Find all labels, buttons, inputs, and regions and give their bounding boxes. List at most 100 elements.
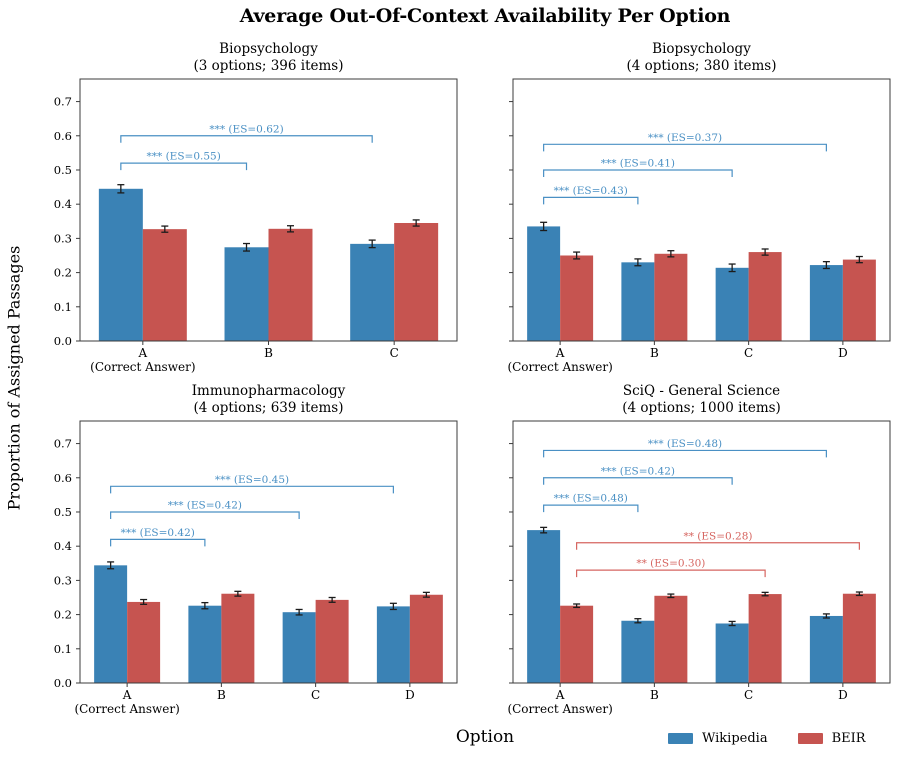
y-tick-label: 0.3	[54, 231, 72, 245]
bar-beir-C	[748, 252, 782, 341]
significance-label: *** (ES=0.55)	[147, 151, 221, 163]
x-tick-label: A	[555, 688, 565, 702]
significance-label: *** (ES=0.37)	[648, 132, 722, 144]
legend-label-wikipedia: Wikipedia	[702, 731, 768, 746]
axes-frame	[512, 420, 891, 684]
bar-wikipedia-B	[224, 247, 269, 341]
significance-bracket	[576, 569, 766, 578]
error-bar	[761, 591, 769, 597]
error-bar	[761, 248, 769, 256]
y-tick-label: 0.5	[54, 163, 72, 177]
subplot-title-line1: SciQ - General Science	[622, 383, 781, 399]
significance-bracket	[543, 196, 639, 205]
legend-item-beir: BEIR	[797, 731, 866, 746]
y-tick-label: 0.4	[54, 197, 72, 211]
subplot-title-line1: Biopsychology	[652, 41, 751, 57]
subplot-title-sciq: SciQ - General Science (4 options; 1000 …	[513, 383, 890, 416]
significance-label: *** (ES=0.48)	[554, 493, 628, 505]
significance-bracket	[110, 538, 206, 547]
y-tick-label: 0.2	[54, 608, 72, 622]
x-tick-label: D	[838, 346, 848, 360]
error-bar	[634, 258, 642, 267]
x-tick-label: C	[390, 346, 399, 360]
bar-beir-B	[654, 253, 688, 341]
error-bar	[822, 260, 830, 270]
significance-bracket	[120, 162, 248, 171]
significance-label: *** (ES=0.41)	[601, 157, 675, 169]
error-bar	[161, 225, 169, 233]
subplot-title-biopsychology-4opt: Biopsychology (4 options; 380 items)	[513, 41, 890, 74]
error-bar	[107, 561, 115, 570]
y-tick-label: 0.2	[54, 266, 72, 280]
legend-item-wikipedia: Wikipedia	[668, 731, 768, 746]
significance-bracket	[543, 504, 639, 513]
x-tick-label: C	[744, 346, 753, 360]
bar-wikipedia-D	[376, 606, 410, 683]
bar-beir-A	[142, 229, 187, 341]
bar-wikipedia-C	[282, 612, 316, 683]
legend: Wikipedia BEIR	[668, 731, 866, 746]
error-bar	[634, 618, 642, 624]
error-bar	[286, 225, 294, 233]
significance-label: *** (ES=0.48)	[648, 438, 722, 450]
correct-answer-note: (Correct Answer)	[507, 360, 612, 374]
bar-wikipedia-D	[809, 265, 843, 341]
legend-swatch-beir	[797, 733, 823, 744]
error-bar	[117, 184, 125, 194]
x-tick-label: C	[311, 688, 320, 702]
bar-beir-D	[842, 259, 876, 341]
subplot: *** (ES=0.43) *** (ES=0.41) *** (ES=0.37) A…	[507, 78, 891, 374]
bar-beir-D	[409, 594, 443, 683]
axes-frame	[512, 78, 891, 342]
bar-wikipedia-C	[715, 623, 749, 683]
subplot-title-line1: Immunopharmacology	[191, 383, 346, 399]
y-tick-label: 0.0	[54, 334, 72, 348]
bar-beir-B	[221, 593, 255, 683]
y-tick-label: 0.6	[54, 129, 72, 143]
significance-label: *** (ES=0.62)	[209, 123, 283, 135]
y-tick-label: 0.1	[54, 300, 72, 314]
subplot-title-line2: (4 options; 1000 items)	[622, 399, 781, 416]
y-tick-label: 0.7	[54, 95, 72, 109]
significance-bracket	[543, 169, 733, 177]
bar-wikipedia-A	[98, 188, 143, 341]
y-tick-label: 0.5	[54, 505, 72, 519]
error-bar	[540, 221, 548, 232]
x-tick-label: D	[405, 688, 415, 702]
subplot-title-biopsychology-3opt: Biopsychology (3 options; 396 items)	[80, 41, 457, 74]
bar-wikipedia-C	[350, 243, 395, 341]
significance-bracket	[543, 449, 827, 458]
error-bar	[295, 608, 303, 616]
y-tick-label: 0.7	[54, 437, 72, 451]
significance-bracket	[110, 511, 300, 519]
error-bar	[140, 598, 148, 605]
subplot-title-line2: (4 options; 380 items)	[626, 57, 777, 74]
x-tick-label: B	[217, 688, 226, 702]
y-tick-label: 0.0	[54, 676, 72, 690]
bar-wikipedia-A	[94, 565, 128, 683]
bar-beir-C	[315, 599, 349, 683]
bar-beir-A	[560, 255, 594, 341]
y-tick-label: 0.3	[54, 573, 72, 587]
x-tick-label: B	[650, 688, 659, 702]
subplot: *** (ES=0.42) *** (ES=0.42) *** (ES=0.45) 0…	[54, 420, 458, 716]
bar-beir-B	[654, 595, 688, 683]
bar-beir-C	[394, 222, 439, 341]
bar-beir-A	[127, 601, 161, 683]
correct-answer-note: (Correct Answer)	[74, 702, 179, 716]
error-bar	[667, 593, 675, 599]
x-axis-label: Option	[455, 727, 515, 747]
bar-beir-D	[842, 593, 876, 683]
correct-answer-note: (Correct Answer)	[507, 702, 612, 716]
subplot: *** (ES=0.48) *** (ES=0.42) *** (ES=0.48) *…	[507, 420, 891, 716]
significance-label: ** (ES=0.28)	[683, 530, 752, 542]
error-bar	[234, 590, 242, 597]
error-bar	[201, 601, 209, 610]
bar-beir-A	[560, 605, 594, 683]
bar-wikipedia-B	[621, 620, 655, 683]
subplot-title-line2: (4 options; 639 items)	[193, 399, 344, 416]
subplot-title-line2: (3 options; 396 items)	[193, 57, 344, 74]
bar-wikipedia-C	[715, 267, 749, 341]
error-bar	[855, 591, 863, 597]
